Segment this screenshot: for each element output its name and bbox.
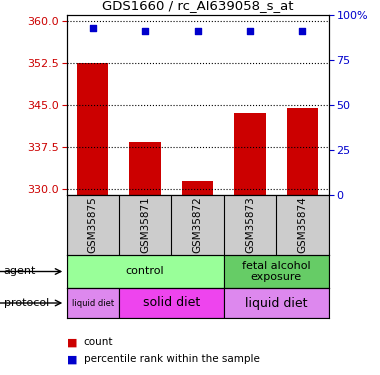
Text: GSM35874: GSM35874 [298,196,307,254]
Point [299,28,306,34]
Text: GSM35875: GSM35875 [88,196,98,254]
Text: agent: agent [4,267,36,276]
Bar [77,63,108,195]
Text: liquid diet: liquid diet [72,298,114,307]
Text: ■: ■ [66,338,77,347]
Point [195,28,201,34]
Text: solid diet: solid diet [143,297,200,309]
Text: GSM35871: GSM35871 [140,196,150,254]
Text: protocol: protocol [4,298,49,308]
Text: liquid diet: liquid diet [245,297,307,309]
Bar [287,108,318,195]
Bar [224,255,329,288]
Point [90,25,96,31]
Text: control: control [126,267,165,276]
Point [247,28,253,34]
Bar [119,288,224,318]
Text: GSM35872: GSM35872 [193,196,203,254]
Title: GDS1660 / rc_AI639058_s_at: GDS1660 / rc_AI639058_s_at [102,0,293,12]
Text: fetal alcohol
exposure: fetal alcohol exposure [242,261,310,282]
Point [142,28,148,34]
Bar [66,255,224,288]
Bar [130,142,161,195]
Bar [66,288,119,318]
Bar [182,181,213,195]
Text: percentile rank within the sample: percentile rank within the sample [84,354,260,364]
Bar [224,288,329,318]
Text: GSM35873: GSM35873 [245,196,255,254]
Text: ■: ■ [66,354,77,364]
Text: count: count [84,338,113,347]
Bar [234,113,266,195]
